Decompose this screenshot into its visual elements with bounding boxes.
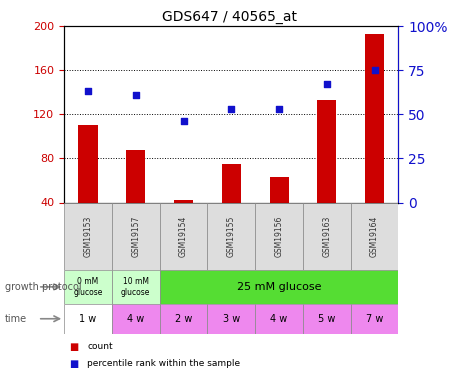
Bar [255, 202, 303, 270]
Bar [222, 164, 241, 202]
Bar [64, 270, 112, 304]
Text: time: time [5, 314, 27, 324]
Text: ■: ■ [69, 359, 78, 369]
Bar [112, 270, 160, 304]
Bar [126, 150, 145, 202]
Point [371, 67, 378, 73]
Bar [303, 202, 351, 270]
Bar [174, 200, 193, 202]
Text: GSM19164: GSM19164 [370, 216, 379, 257]
Point [180, 118, 187, 124]
Bar [78, 125, 98, 202]
Text: GDS647 / 40565_at: GDS647 / 40565_at [162, 10, 296, 24]
Point [275, 106, 283, 112]
Bar [255, 304, 303, 334]
Point [228, 106, 235, 112]
Text: count: count [87, 342, 113, 351]
Bar [351, 304, 398, 334]
Bar [207, 202, 255, 270]
Text: 10 mM
glucose: 10 mM glucose [121, 277, 150, 297]
Text: 1 w: 1 w [79, 314, 97, 324]
Text: 2 w: 2 w [175, 314, 192, 324]
Bar [351, 202, 398, 270]
Point [84, 88, 92, 94]
Point [323, 81, 331, 87]
Text: 0 mM
glucose: 0 mM glucose [73, 277, 103, 297]
Bar [160, 304, 207, 334]
Bar [112, 202, 160, 270]
Bar [365, 34, 384, 203]
Text: 25 mM glucose: 25 mM glucose [237, 282, 322, 292]
Bar [303, 304, 351, 334]
Text: percentile rank within the sample: percentile rank within the sample [87, 359, 240, 368]
Bar [160, 202, 207, 270]
Bar [317, 100, 336, 202]
Text: GSM19155: GSM19155 [227, 216, 236, 257]
Bar [112, 304, 160, 334]
Bar [64, 304, 112, 334]
Text: GSM19154: GSM19154 [179, 216, 188, 257]
Text: 4 w: 4 w [270, 314, 288, 324]
Text: 4 w: 4 w [127, 314, 144, 324]
Text: 7 w: 7 w [366, 314, 383, 324]
Bar [64, 202, 112, 270]
Bar [207, 304, 255, 334]
Text: GSM19157: GSM19157 [131, 216, 140, 257]
Text: 3 w: 3 w [223, 314, 240, 324]
Text: 5 w: 5 w [318, 314, 336, 324]
Bar [160, 270, 398, 304]
Text: GSM19153: GSM19153 [83, 216, 93, 257]
Text: GSM19163: GSM19163 [322, 216, 331, 257]
Bar [269, 177, 289, 203]
Point [132, 92, 139, 98]
Text: GSM19156: GSM19156 [274, 216, 284, 257]
Text: growth protocol: growth protocol [5, 282, 81, 292]
Text: ■: ■ [69, 342, 78, 352]
